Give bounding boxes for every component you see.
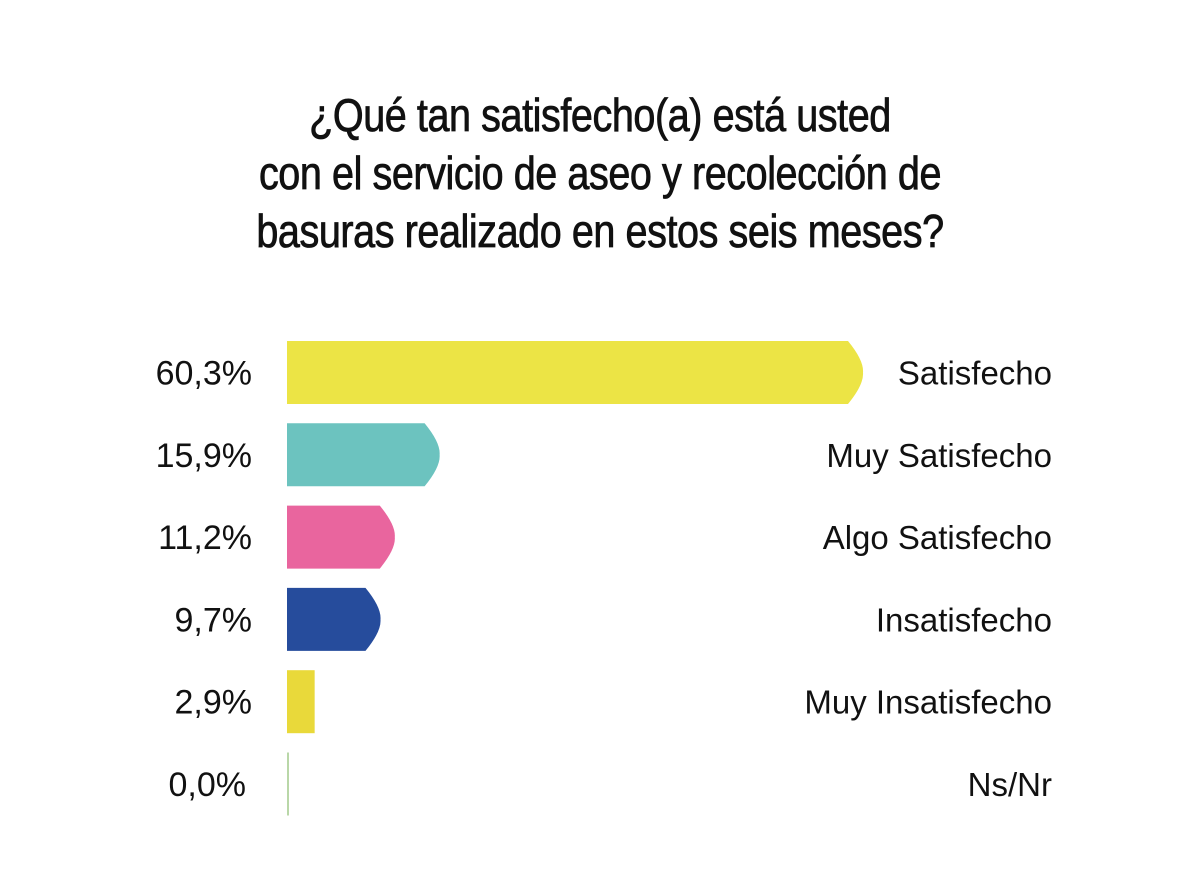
bar-ns-nr (287, 752, 289, 816)
bar-insatisfecho (287, 587, 381, 651)
value-label: 60,3% (156, 355, 252, 393)
title-line-2: con el servicio de aseo y recolección de (258, 147, 942, 200)
category-label: Muy Satisfecho (826, 437, 1052, 474)
value-label: 2,9% (175, 684, 253, 722)
bar-algo-satisfecho (287, 505, 395, 569)
bar-satisfecho (287, 341, 864, 404)
category-label: Ns/Nr (968, 766, 1052, 803)
chart-title: ¿Qué tan satisfecho(a) está usted con el… (84, 86, 1116, 260)
value-label: 0,0% (169, 766, 247, 804)
bar-muy-satisfecho (287, 423, 440, 487)
bar-muy-insatisfecho (287, 670, 315, 734)
category-label: Insatisfecho (876, 601, 1052, 638)
value-label: 11,2% (158, 519, 252, 557)
category-label: Algo Satisfecho (823, 519, 1052, 556)
title-line-3: basuras realizado en estos seis meses? (256, 205, 944, 258)
value-label: 9,7% (175, 601, 253, 639)
value-label: 15,9% (156, 437, 252, 475)
category-label: Muy Insatisfecho (804, 684, 1052, 721)
category-label: Satisfecho (898, 355, 1052, 392)
title-line-1: ¿Qué tan satisfecho(a) está usted (309, 89, 892, 142)
